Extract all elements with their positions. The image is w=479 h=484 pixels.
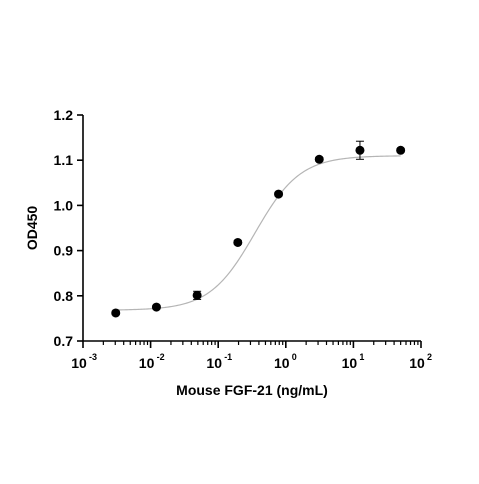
y-tick-label: 1.1 [54, 152, 74, 168]
fit-curve [115, 155, 401, 311]
x-tick-exponent: 0 [292, 352, 297, 362]
data-point [396, 145, 406, 155]
x-tick-label: 10 [342, 355, 358, 371]
x-axis-label: Mouse FGF-21 (ng/mL) [176, 382, 328, 398]
x-tick-exponent: -2 [157, 352, 165, 362]
y-tick-label: 0.7 [54, 333, 74, 349]
data-point [151, 302, 161, 312]
y-tick-label: 0.8 [54, 288, 74, 304]
x-tick-exponent: 1 [359, 352, 364, 362]
x-tick-exponent: -3 [89, 352, 97, 362]
y-tick-label: 1.0 [54, 197, 74, 213]
x-tick-label: 10 [274, 355, 290, 371]
x-tick-label: 10 [139, 355, 155, 371]
data-point [192, 290, 202, 300]
fit-curve-layer [115, 155, 401, 311]
x-tick-label: 10 [206, 355, 222, 371]
data-point [274, 189, 284, 199]
data-point [111, 308, 121, 318]
data-point [233, 237, 243, 247]
y-tick-label: 0.9 [54, 243, 74, 259]
x-tick-exponent: 2 [427, 352, 432, 362]
x-tick-exponent: -1 [224, 352, 232, 362]
y-axis-label: OD450 [24, 206, 40, 251]
y-tick-label: 1.2 [54, 107, 74, 123]
axes: 0.70.80.91.01.11.210 -3 10 -2 10 -1 10 0 10 1 10 2 [54, 107, 432, 371]
axis-labels-layer: Mouse FGF-21 (ng/mL) OD450 [24, 206, 328, 398]
x-tick-label: 10 [71, 355, 87, 371]
data-point [355, 145, 365, 155]
x-tick-label: 10 [409, 355, 425, 371]
data-points-layer [111, 140, 406, 318]
data-point [314, 154, 324, 164]
